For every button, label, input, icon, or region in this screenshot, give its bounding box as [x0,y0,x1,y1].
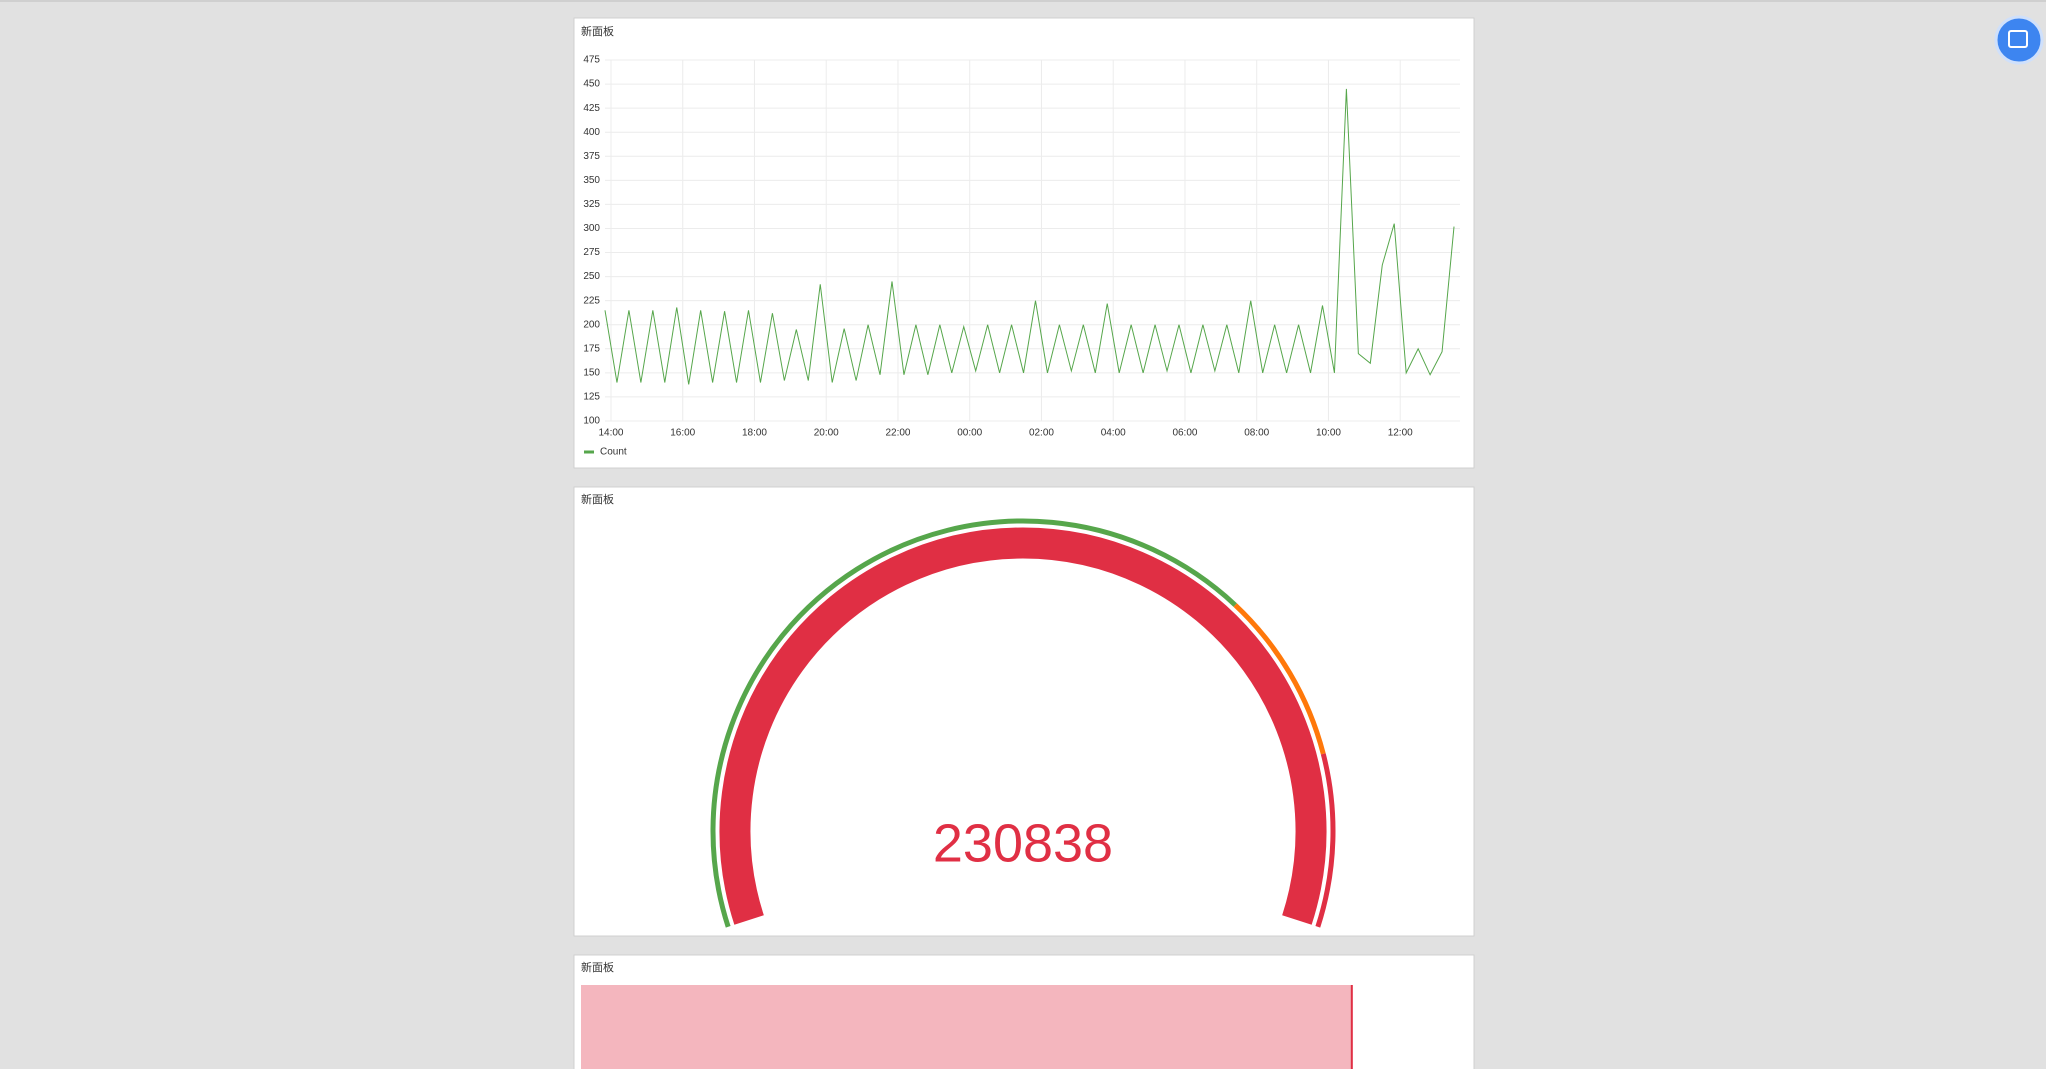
x-tick-label: 18:00 [742,428,767,439]
y-tick-label: 350 [583,175,600,186]
top-bar [0,0,2046,2]
panel-title: 新面板 [581,492,614,506]
gauge-value: 230838 [933,813,1113,873]
value-arc [719,527,1327,925]
legend-label: Count [600,447,627,458]
x-tick-label: 06:00 [1172,428,1197,439]
button-circle[interactable] [1994,15,2044,65]
y-tick-label: 475 [583,55,600,66]
y-tick-label: 400 [583,127,600,138]
threshold-arc [710,518,1237,928]
x-tick-label: 00:00 [957,428,982,439]
x-tick-label: 14:00 [598,428,623,439]
y-tick-label: 325 [583,199,600,210]
share-button[interactable] [1994,15,2044,65]
y-tick-label: 225 [583,295,600,306]
y-tick-label: 125 [583,392,600,403]
y-tick-label: 200 [583,319,600,330]
panel [573,954,1475,1069]
panel-title: 新面板 [581,24,614,38]
threshold-arc [1233,603,1326,755]
panel-title: 新面板 [581,960,614,974]
y-tick-label: 275 [583,247,600,258]
y-tick-label: 175 [583,343,600,354]
x-tick-label: 22:00 [885,428,910,439]
y-tick-label: 100 [583,416,600,427]
y-tick-label: 375 [583,151,600,162]
panel [573,17,1475,469]
y-tick-label: 425 [583,103,600,114]
bar-gauge [581,985,1352,1069]
line-series [604,88,1455,385]
x-tick-label: 12:00 [1388,428,1413,439]
y-tick-label: 300 [583,223,600,234]
threshold-arc [1315,753,1336,928]
x-tick-label: 16:00 [670,428,695,439]
x-tick-label: 02:00 [1029,428,1054,439]
x-tick-label: 04:00 [1101,428,1126,439]
x-tick-label: 20:00 [814,428,839,439]
x-tick-label: 08:00 [1244,428,1269,439]
button-icon[interactable] [2008,30,2028,48]
y-tick-label: 450 [583,79,600,90]
x-tick-label: 10:00 [1316,428,1341,439]
y-tick-label: 250 [583,271,600,282]
y-tick-label: 150 [583,368,600,379]
